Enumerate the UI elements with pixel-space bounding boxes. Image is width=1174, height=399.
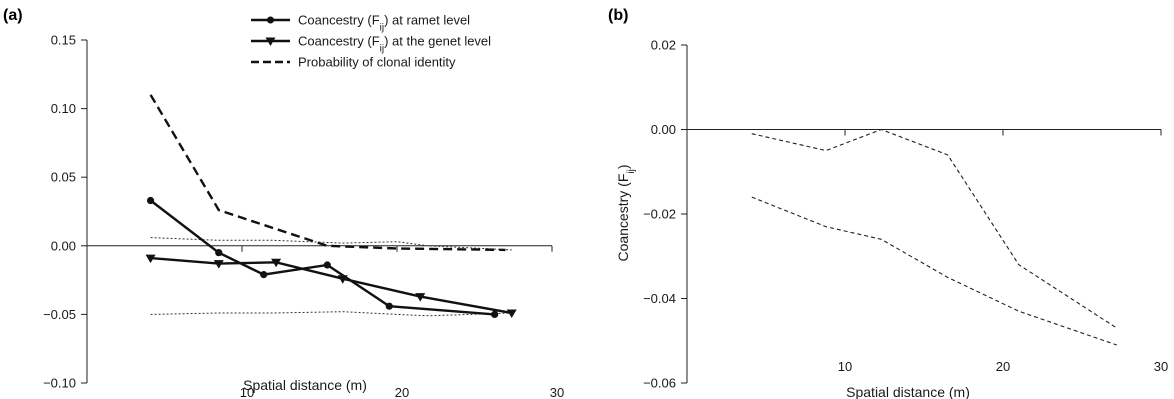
series-ramet-point <box>491 310 499 318</box>
panel-b: (b) −0.06 −0.04 −0.02 0.00 0.02 10 20 30 Spatial… <box>608 7 1168 399</box>
panel-a-label: (a) <box>3 7 23 24</box>
series-genet-point <box>271 258 282 268</box>
y-tick-label: 0.15 <box>51 33 76 48</box>
series-ramet-point <box>146 196 155 205</box>
series-ramet-point <box>385 302 393 310</box>
y-tick-label: −0.05 <box>43 307 76 322</box>
y-tick-label: 0.05 <box>51 170 76 185</box>
legend-marker-circle <box>267 16 274 24</box>
x-tick-label: 10 <box>240 385 254 399</box>
legend-label: Coancestry (Fij) at ramet level <box>298 13 470 34</box>
confidence-envelope <box>150 237 512 251</box>
x-tick-label: 20 <box>996 359 1010 374</box>
legend: Coancestry (Fij) at ramet levelCoancestr… <box>251 13 491 70</box>
y-tick-label: −0.02 <box>643 207 676 222</box>
series-ramet-point <box>215 249 223 257</box>
series-genet-point <box>506 309 517 319</box>
x-axis-title: Spatial distance (m) <box>243 377 367 393</box>
series-clonal-identity-line <box>149 94 506 252</box>
y-axis-title: Coancestry (Fij) <box>615 164 637 261</box>
series-genet-point <box>337 275 348 284</box>
legend-label: Probability of clonal identity <box>298 55 456 70</box>
confidence-envelope <box>150 311 512 317</box>
x-tick-label: 20 <box>395 385 409 399</box>
series-ramet-line <box>149 199 495 316</box>
y-tick-label: 0.10 <box>51 101 76 116</box>
series-genet-line <box>150 256 512 315</box>
confidence-envelope <box>751 128 1118 329</box>
legend-marker-triangle <box>265 37 276 46</box>
y-tick-label: 0.00 <box>651 122 676 137</box>
panel-b-label: (b) <box>608 7 628 24</box>
x-tick-label: 30 <box>1154 359 1168 374</box>
x-tick-label: 10 <box>838 359 852 374</box>
legend-label: Coancestry (Fij) at the genet level <box>298 34 491 55</box>
panel-a: (a) −0.10 −0.05 0.00 0.05 0.10 0.15 10 20 30 Spat… <box>3 7 564 399</box>
y-tick-label: −0.04 <box>643 291 676 306</box>
series-ramet-point <box>323 261 331 269</box>
y-tick-label: −0.10 <box>43 376 76 391</box>
y-tick-label: 0.02 <box>651 38 676 53</box>
y-tick-label: −0.06 <box>643 376 676 391</box>
x-axis-title: Spatial distance (m) <box>846 384 970 399</box>
x-tick-label: 30 <box>550 385 564 399</box>
series-genet-point <box>145 254 156 264</box>
series-genet-point <box>415 293 426 302</box>
y-tick-label: 0.00 <box>51 238 76 253</box>
series-genet-point <box>213 260 224 269</box>
confidence-envelope <box>751 196 1117 346</box>
series-ramet-point <box>260 271 268 279</box>
